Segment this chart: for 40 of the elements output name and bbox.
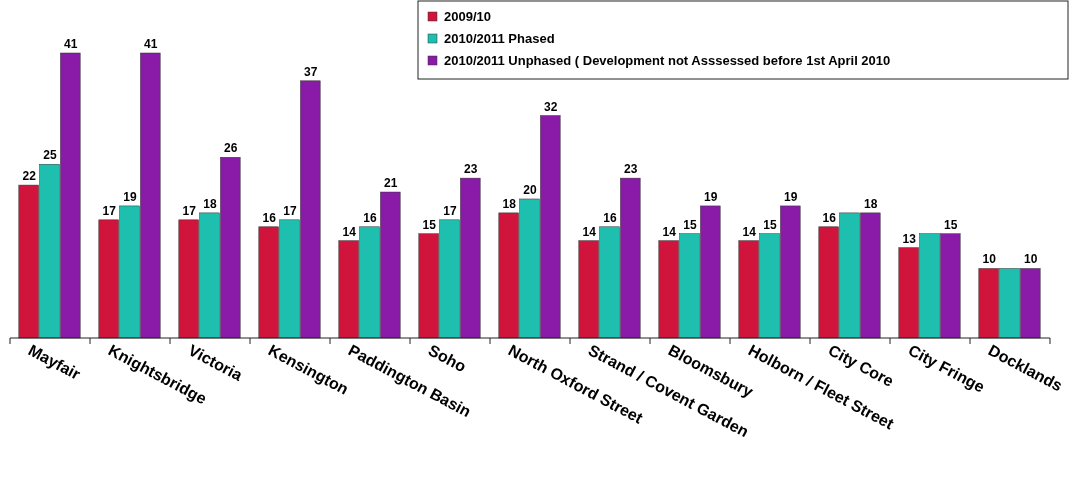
legend-label: 2010/2011 Unphased ( Development not Asssessed before 1st April 2010 xyxy=(444,53,891,68)
data-label: 20 xyxy=(523,182,537,197)
data-label: 18 xyxy=(203,196,217,211)
data-label: 22 xyxy=(22,169,37,184)
data-label: 19 xyxy=(784,189,798,204)
data-label: 19 xyxy=(123,189,137,204)
data-label: 17 xyxy=(443,203,457,218)
legend-label: 2009/10 xyxy=(444,9,491,24)
data-label: 15 xyxy=(422,217,437,232)
data-label: 37 xyxy=(304,64,318,79)
data-label: 18 xyxy=(502,196,517,211)
data-label: 21 xyxy=(384,176,398,191)
data-label: 15 xyxy=(763,217,777,232)
data-label: 32 xyxy=(544,99,558,114)
data-label: 26 xyxy=(224,141,238,156)
data-label: 41 xyxy=(64,37,78,51)
data-label: 14 xyxy=(662,224,677,239)
data-label: 13 xyxy=(902,231,917,246)
data-label: 14 xyxy=(742,224,757,239)
data-label: 16 xyxy=(262,210,277,225)
data-label: 10 xyxy=(1024,252,1038,267)
data-label: 15 xyxy=(944,217,958,232)
data-label: 16 xyxy=(363,210,377,225)
data-label: 17 xyxy=(182,203,197,218)
data-label: 16 xyxy=(822,210,837,225)
data-label: 19 xyxy=(704,189,718,204)
data-label: 18 xyxy=(864,196,878,211)
data-label: 41 xyxy=(144,37,158,51)
data-label: 15 xyxy=(683,217,697,232)
legend-label: 2010/2011 Phased xyxy=(444,31,555,46)
data-label: 25 xyxy=(43,148,57,163)
data-label: 23 xyxy=(464,162,478,177)
data-label: 17 xyxy=(283,203,297,218)
x-tick-label: Soho xyxy=(425,341,470,376)
data-label: 14 xyxy=(582,224,597,239)
data-label: 10 xyxy=(982,252,997,267)
data-label: 17 xyxy=(102,203,117,218)
data-label: 14 xyxy=(342,224,357,239)
data-label: 16 xyxy=(603,210,617,225)
data-label: 23 xyxy=(624,162,638,177)
